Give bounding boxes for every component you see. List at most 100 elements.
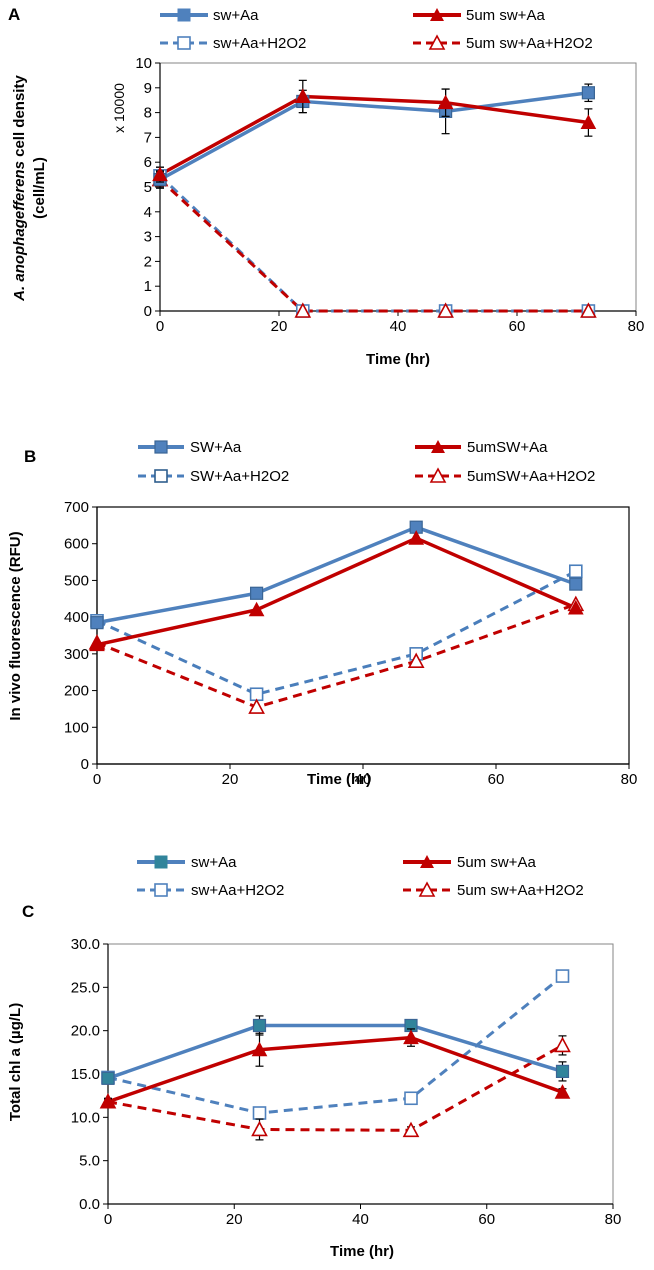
series-sw-aa-h2o2 bbox=[107, 974, 564, 1115]
series-5um-sw-aa bbox=[107, 1035, 564, 1104]
y-tick-label: 9 bbox=[144, 80, 152, 97]
legend-triangle-icon bbox=[420, 855, 434, 868]
legend-item: sw+Aa+H2O2 bbox=[160, 35, 306, 52]
series-line bbox=[107, 1023, 564, 1080]
legend-label: sw+Aa+H2O2 bbox=[213, 35, 306, 52]
legend-item: SW+Aa+H2O2 bbox=[138, 468, 289, 485]
data-point-triangle bbox=[251, 1120, 268, 1137]
y-axis-title-italic: A. anophagefferens bbox=[11, 161, 28, 302]
series-line bbox=[107, 974, 564, 1115]
series-line bbox=[96, 536, 577, 647]
series-line bbox=[96, 602, 577, 709]
y-tick-label: 600 bbox=[64, 536, 89, 553]
y-tick-label: 25.0 bbox=[71, 979, 100, 996]
y-tick-label: 3 bbox=[144, 229, 152, 246]
legend-square-icon bbox=[154, 883, 168, 897]
panel-c-chart: C sw+Aa 5um sw+Aa sw+Aa+H2O2 5um sw+Aa+H… bbox=[7, 854, 621, 1260]
y-tick-label: 10 bbox=[135, 55, 152, 72]
panel-a-y-axis-title: A. anophagefferens cell density bbox=[11, 75, 28, 302]
series-sw-aa bbox=[159, 91, 589, 182]
y-tick-label: 1 bbox=[144, 278, 152, 295]
x-tick-label: 20 bbox=[226, 1211, 243, 1228]
data-point-triangle bbox=[152, 166, 168, 182]
y-axis-title-rest: cell density bbox=[11, 75, 28, 162]
legend-triangle-icon bbox=[430, 8, 444, 21]
data-point-triangle bbox=[554, 1036, 571, 1053]
panel-c-label: C bbox=[22, 902, 34, 921]
legend-item: 5umSW+Aa bbox=[415, 439, 548, 456]
series-markers bbox=[90, 564, 583, 702]
legend-label: 5um sw+Aa bbox=[466, 7, 545, 24]
series-sw-aa bbox=[107, 1023, 564, 1080]
data-point-square bbox=[252, 1106, 267, 1120]
data-point-triangle bbox=[437, 302, 454, 318]
data-point-triangle bbox=[89, 636, 105, 652]
data-point-triangle bbox=[100, 1093, 116, 1109]
x-tick-label: 60 bbox=[488, 771, 505, 788]
series-line bbox=[107, 1044, 564, 1132]
y-tick-label: 20.0 bbox=[71, 1023, 100, 1040]
legend-item: sw+Aa+H2O2 bbox=[137, 882, 284, 899]
legend-label: 5um sw+Aa+H2O2 bbox=[466, 35, 593, 52]
legend-label: 5umSW+Aa+H2O2 bbox=[467, 468, 595, 485]
x-tick-label: 80 bbox=[605, 1211, 622, 1228]
series-sw-aa-h2o2 bbox=[96, 569, 577, 696]
y-tick-label: 400 bbox=[64, 609, 89, 626]
y-tick-label: 6 bbox=[144, 154, 152, 171]
legend-square-icon bbox=[177, 36, 191, 50]
data-point-triangle bbox=[407, 652, 425, 669]
panel-a-legend: sw+Aa 5um sw+Aa sw+Aa+H2O2 5um sw+Aa+H2O… bbox=[160, 7, 593, 52]
legend-label: 5umSW+Aa bbox=[467, 439, 548, 456]
panel-b-label: B bbox=[24, 447, 36, 466]
series-line bbox=[107, 1035, 564, 1104]
series-5um-sw-aa bbox=[159, 94, 589, 177]
legend-label: 5um sw+Aa bbox=[457, 854, 536, 871]
y-tick-label: 8 bbox=[144, 105, 152, 122]
legend-triangle-icon bbox=[418, 881, 436, 897]
y-tick-label: 200 bbox=[64, 683, 89, 700]
data-point-square bbox=[555, 1064, 570, 1079]
data-point-triangle bbox=[437, 94, 454, 110]
data-point-square bbox=[568, 564, 583, 579]
data-point-triangle bbox=[580, 302, 597, 318]
data-point-square bbox=[101, 1071, 115, 1085]
panel-a-y-axis-title-line2: (cell/mL) bbox=[31, 157, 48, 219]
legend-label: sw+Aa bbox=[191, 854, 237, 871]
data-point-triangle bbox=[248, 698, 265, 714]
legend-item: 5um sw+Aa bbox=[403, 854, 536, 871]
legend-label: sw+Aa+H2O2 bbox=[191, 882, 284, 899]
legend-triangle-icon bbox=[428, 34, 446, 50]
data-point-triangle bbox=[402, 1121, 420, 1138]
data-point-triangle bbox=[567, 599, 584, 615]
series-line bbox=[96, 569, 577, 696]
legend-item: sw+Aa bbox=[160, 7, 259, 24]
y-tick-label: 15.0 bbox=[71, 1066, 100, 1083]
data-point-triangle bbox=[403, 1029, 419, 1045]
legend-square-icon bbox=[177, 8, 191, 22]
y-tick-label: 7 bbox=[144, 129, 152, 146]
series-5um-sw-aa-h2o2 bbox=[158, 178, 589, 313]
x-tick-label: 20 bbox=[271, 318, 288, 335]
x-tick-label: 40 bbox=[352, 1211, 369, 1228]
plot-area: 0 1 2 3 4 5 6 7 8 9 10 0 20 40 60 80 bbox=[135, 55, 644, 335]
legend-item: sw+Aa bbox=[137, 854, 237, 871]
series-line bbox=[158, 178, 589, 313]
x-tick-label: 0 bbox=[104, 1211, 112, 1228]
legend-item: SW+Aa bbox=[138, 439, 242, 456]
series-5umsw-aa-h2o2 bbox=[96, 602, 577, 709]
data-point-triangle bbox=[294, 88, 311, 103]
data-point-square bbox=[404, 1091, 418, 1106]
y-tick-label: 2 bbox=[144, 253, 152, 270]
data-point-square bbox=[252, 1018, 267, 1033]
legend-label: SW+Aa+H2O2 bbox=[190, 468, 289, 485]
legend-square-icon bbox=[154, 469, 168, 483]
series-markers bbox=[151, 170, 597, 318]
legend-item: 5um sw+Aa+H2O2 bbox=[413, 34, 593, 52]
y-tick-label: 10.0 bbox=[71, 1109, 100, 1126]
y-tick-label: 0 bbox=[81, 756, 89, 773]
data-point-square bbox=[555, 969, 570, 983]
series-markers bbox=[100, 1028, 571, 1109]
data-point-triangle bbox=[580, 114, 597, 130]
legend-label: SW+Aa bbox=[190, 439, 242, 456]
